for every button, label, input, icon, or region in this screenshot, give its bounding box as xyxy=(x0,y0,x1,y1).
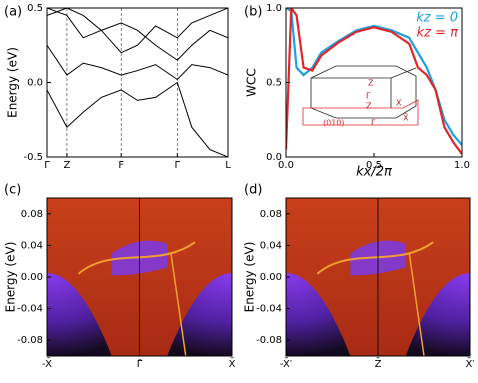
x-axis-label: kx/2π xyxy=(356,165,392,180)
inset-label: X xyxy=(396,99,402,108)
x-tick-label: L xyxy=(225,160,231,171)
x-tick-label: F xyxy=(118,160,124,171)
x-tick-label: 0.5 xyxy=(366,160,382,171)
panel-label: (b) xyxy=(244,5,262,20)
plot-area xyxy=(47,8,228,157)
inset-label: Z xyxy=(366,102,372,111)
y-axis-label: Energy (eV) xyxy=(243,242,257,313)
x-tick-label: Γ xyxy=(175,160,181,171)
y-axis-label: Energy (eV) xyxy=(6,47,20,118)
surface-state xyxy=(170,253,187,356)
surface-state xyxy=(77,241,196,275)
bulk-cone xyxy=(286,273,351,356)
x-tick-label: Γ xyxy=(44,160,50,171)
inset-label: Γ xyxy=(366,92,371,101)
series-line xyxy=(47,81,228,157)
legend-label: kz = π xyxy=(417,26,459,41)
series-line xyxy=(47,8,228,54)
y-tick-label: 0.0 xyxy=(266,152,282,163)
panel: (c) Energy (eV) 0.08 0.04 0.00 -0.04 -0.08 -X̄ Γ… xyxy=(4,183,236,371)
y-axis-label: Energy (eV) xyxy=(4,242,18,313)
x-tick-label: Z̄ xyxy=(375,357,382,370)
x-tick-label: Z xyxy=(63,160,70,171)
inset-label: X̄ xyxy=(403,112,409,122)
y-tick-label: 1.0 xyxy=(266,3,282,14)
x-tick-label: -X̄ xyxy=(42,357,52,370)
bz-outline xyxy=(310,65,417,119)
panel: (d) Energy (eV) 0.08 0.04 0.00 -0.04 -0.08 -X̄′… xyxy=(243,183,476,371)
x-tick-label: 1.0 xyxy=(454,160,470,171)
surface-plane xyxy=(302,99,419,126)
y-tick-label: 0.04 xyxy=(21,240,43,251)
plot-area xyxy=(286,198,470,356)
y-tick-label: 0.5 xyxy=(266,78,282,89)
bulk-cone xyxy=(47,273,112,356)
y-axis-label: WCC xyxy=(245,68,259,97)
y-tick-label: 0.00 xyxy=(260,272,282,283)
y-tick-label: -0.5 xyxy=(23,152,43,163)
panel: (a) Energy (eV) -0.5 0.0 0.5 Γ Z F Γ L xyxy=(4,3,231,171)
y-tick-label: 0.0 xyxy=(27,78,43,89)
x-tick-label: X̄ xyxy=(229,357,236,370)
plot-area xyxy=(286,8,462,155)
plot-area xyxy=(47,198,232,356)
x-tick-label: Γ̄ xyxy=(137,359,143,370)
panel-label: (a) xyxy=(4,5,22,20)
y-tick-label: 0.00 xyxy=(21,272,43,283)
panel: (b) WCC kx/2π 0.0 0.5 1.0 0.0 0.5 1.0 ZΓZ X (010) Γ̄… xyxy=(244,3,470,180)
bz-inset: ZΓZ X (010) Γ̄ X̄ xyxy=(302,65,419,128)
surface-state xyxy=(408,253,425,356)
series-line xyxy=(47,8,228,61)
x-tick-label: X̄′ xyxy=(465,357,475,370)
inset-label: Γ̄ xyxy=(371,119,376,128)
y-tick-label: -0.04 xyxy=(256,304,282,315)
y-tick-label: -0.04 xyxy=(17,304,43,315)
y-tick-label: 0.08 xyxy=(21,209,43,220)
legend-label: kz = 0 xyxy=(416,11,458,26)
panel-label: (c) xyxy=(4,183,21,198)
inset-label: Z xyxy=(368,79,374,88)
series-line xyxy=(47,44,228,81)
y-tick-label: 0.08 xyxy=(260,209,282,220)
y-tick-label: 0.04 xyxy=(260,240,282,251)
x-tick-label: 0.0 xyxy=(278,160,294,171)
panel-label: (d) xyxy=(244,183,262,198)
surface-state xyxy=(316,241,434,275)
x-tick-label: -X̄′ xyxy=(280,357,293,370)
y-tick-label: -0.08 xyxy=(256,335,282,346)
y-tick-label: -0.08 xyxy=(17,335,43,346)
inset-label: (010) xyxy=(323,119,345,128)
series-line xyxy=(286,8,462,155)
y-tick-label: 0.5 xyxy=(27,3,43,14)
